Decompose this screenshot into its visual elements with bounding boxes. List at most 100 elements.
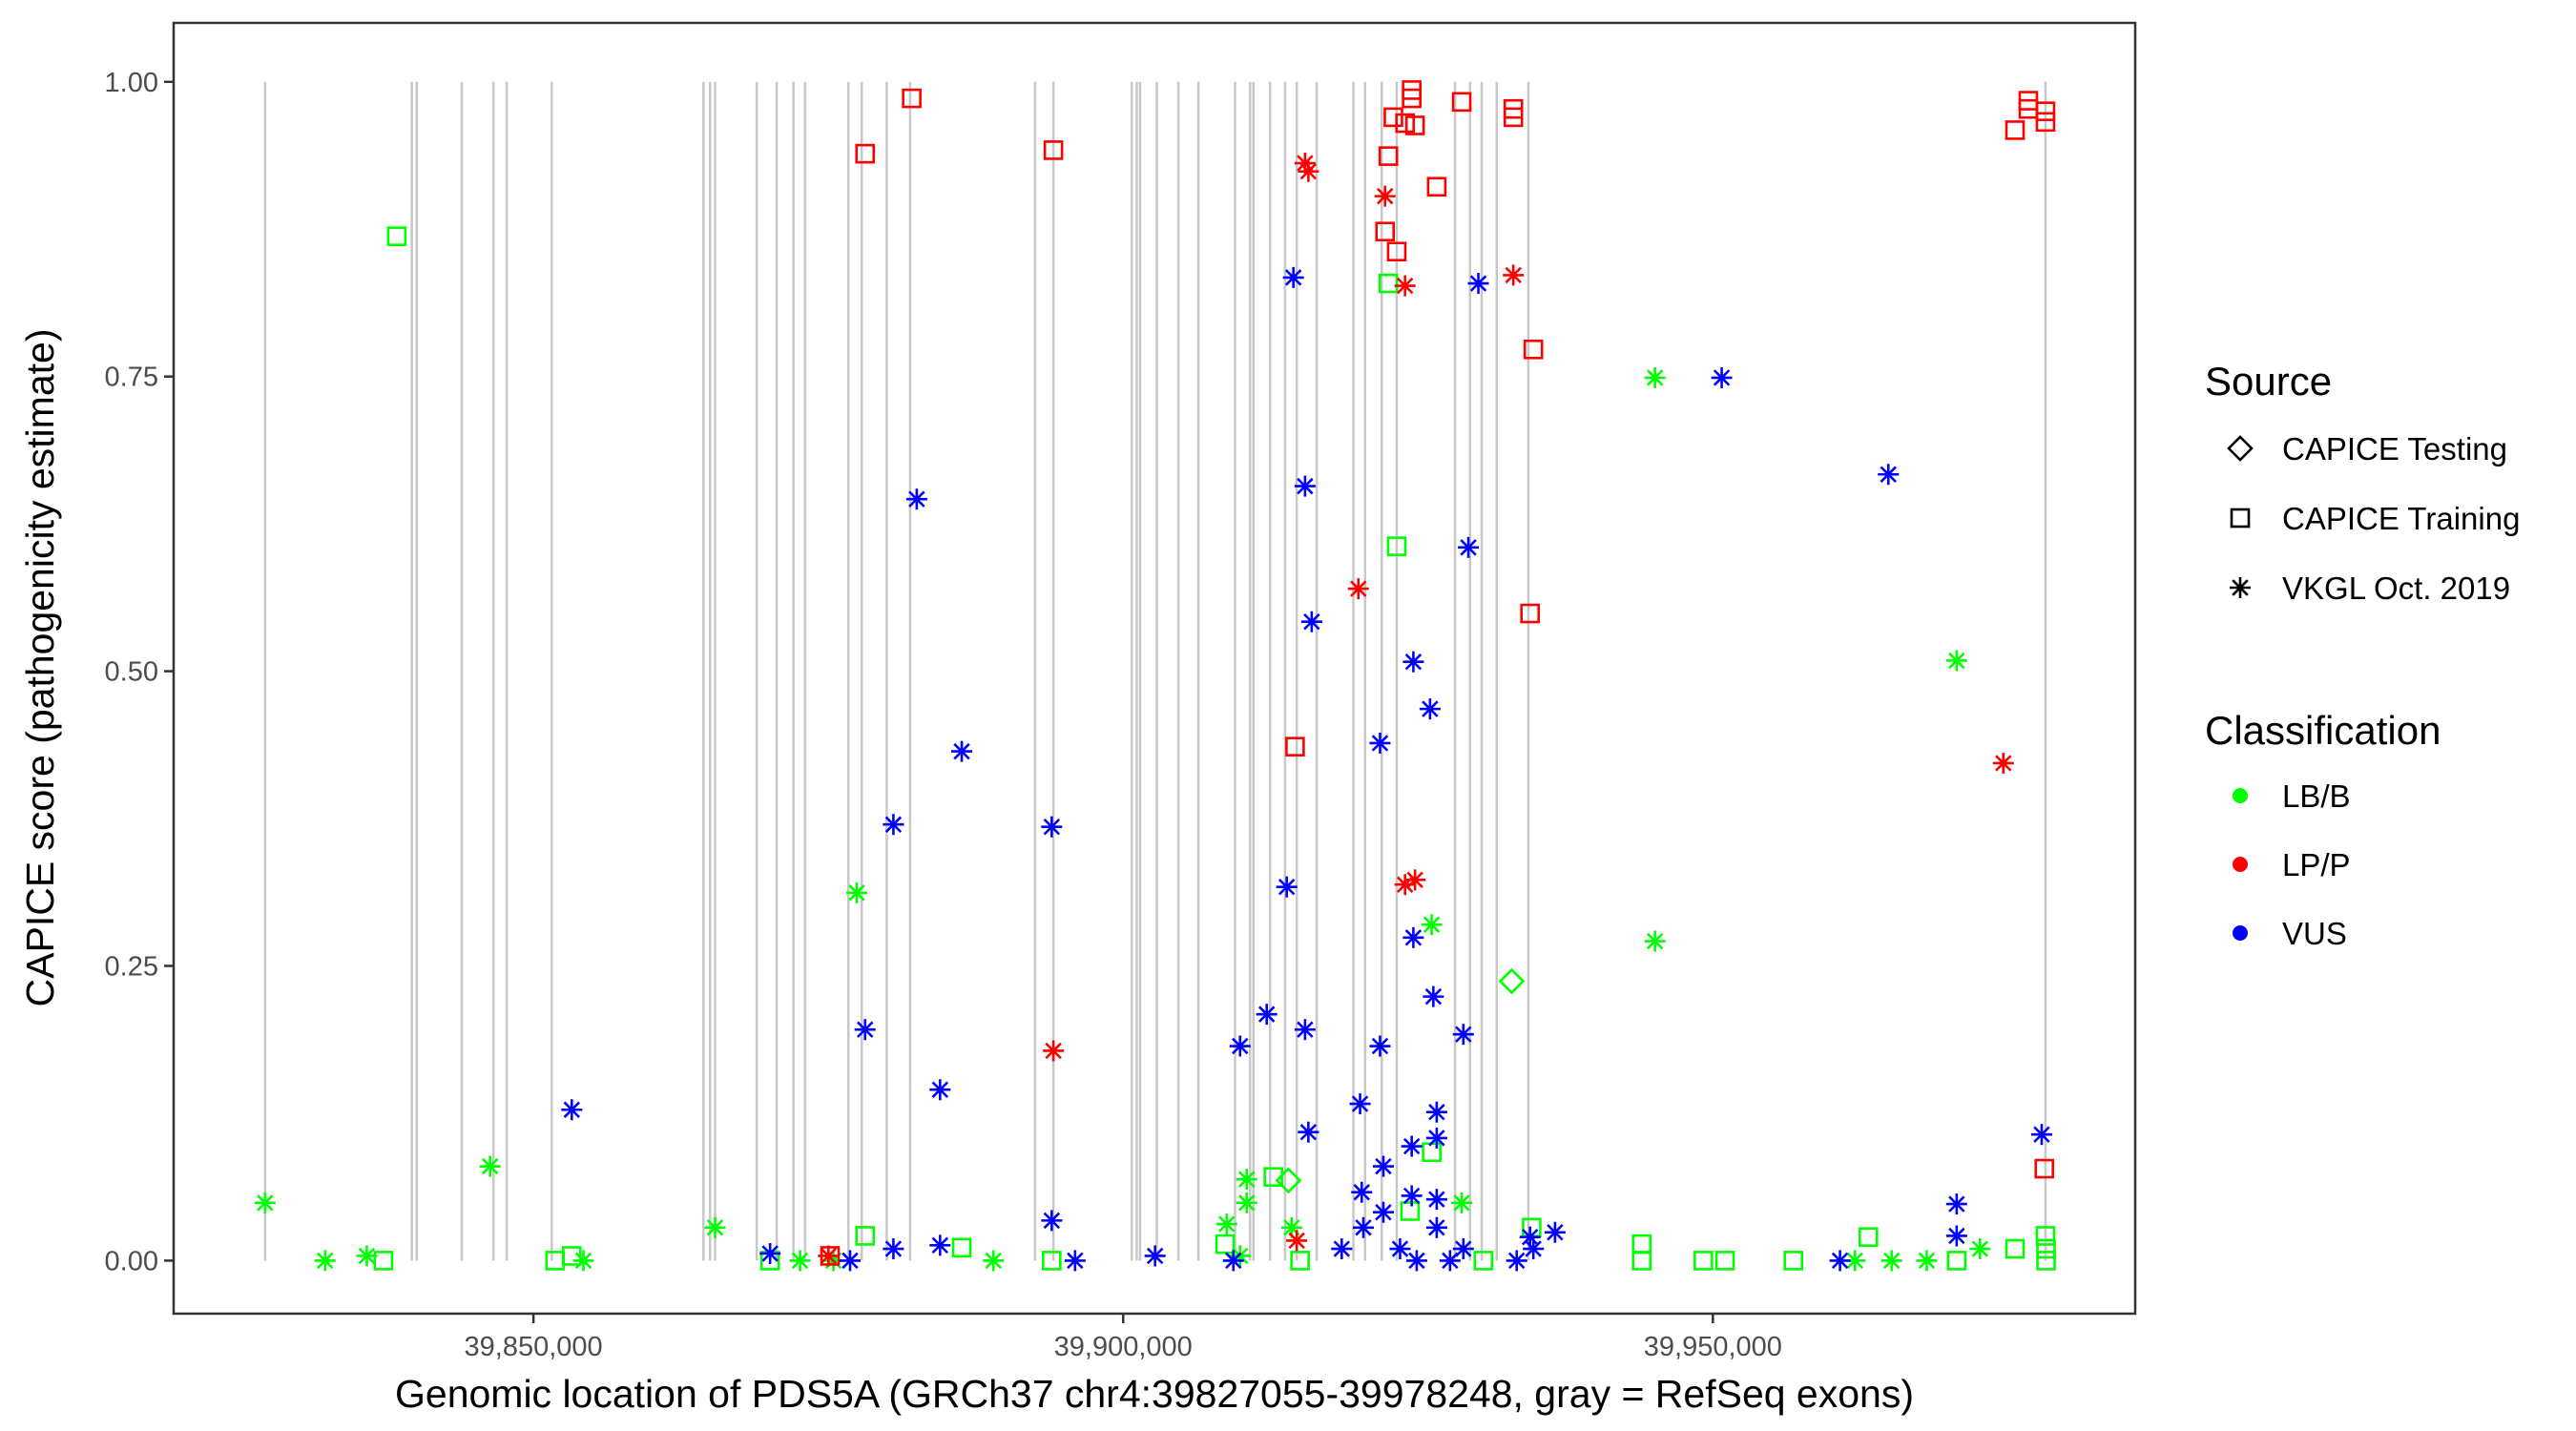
data-point-asterisk — [1829, 1250, 1851, 1272]
data-point-asterisk — [1372, 1201, 1394, 1223]
data-point-asterisk — [1452, 1024, 1474, 1046]
data-point-asterisk — [883, 1238, 904, 1260]
data-point-square — [855, 143, 876, 164]
data-point-asterisk — [1401, 1185, 1423, 1207]
data-point-diamond — [1275, 1167, 1302, 1194]
data-point-asterisk — [1425, 1216, 1447, 1238]
legend-item-classification: LP/P — [2282, 847, 2351, 882]
data-point-square — [1523, 339, 1544, 360]
data-point-asterisk — [1523, 1238, 1545, 1260]
x-axis-title: Genomic location of PDS5A (GRCh37 chr4:3… — [395, 1372, 1914, 1416]
data-point-square — [1383, 107, 1403, 128]
y-axis: 0.00 0.25 0.50 0.75 1.00 — [105, 68, 174, 1276]
data-point-square — [1520, 603, 1540, 624]
data-point-asterisk — [1294, 1019, 1316, 1041]
data-point-asterisk — [561, 1099, 583, 1121]
data-point-asterisk — [929, 1234, 951, 1256]
data-point-square — [1404, 115, 1425, 135]
data-point-asterisk — [1419, 698, 1441, 720]
data-point-asterisk — [1451, 1192, 1473, 1213]
y-tick-label: 1.00 — [105, 68, 158, 98]
data-point-asterisk — [1041, 816, 1063, 838]
data-point-asterisk — [1236, 1192, 1257, 1213]
data-point-asterisk — [1644, 366, 1666, 388]
data-point-asterisk — [929, 1079, 951, 1101]
data-point-asterisk — [1374, 185, 1396, 207]
y-tick-label: 0.75 — [105, 363, 158, 393]
data-point-asterisk — [1041, 1210, 1063, 1232]
data-point-asterisk — [254, 1192, 276, 1213]
data-point-square — [1451, 92, 1472, 113]
data-point-square — [1290, 1251, 1310, 1271]
data-point-asterisk — [1969, 1238, 1991, 1260]
data-point-asterisk — [1644, 930, 1666, 952]
data-point-asterisk — [1467, 273, 1489, 295]
data-point-asterisk — [572, 1250, 594, 1272]
data-point-asterisk — [1222, 1250, 1244, 1272]
data-point-asterisk — [704, 1216, 726, 1238]
data-point-asterisk — [1503, 264, 1525, 286]
data-point-square — [2036, 1251, 2056, 1271]
data-point-asterisk — [1945, 1225, 1967, 1247]
data-point-asterisk — [1506, 1250, 1527, 1272]
legend-item-source: VKGL Oct. 2019 — [2282, 570, 2510, 606]
data-point-asterisk — [1215, 1213, 1237, 1235]
data-point-asterisk — [1298, 1121, 1319, 1143]
data-point-asterisk — [1425, 1101, 1447, 1123]
data-point-asterisk — [1404, 869, 1426, 891]
data-point-asterisk — [1992, 752, 2014, 774]
data-point-square — [1285, 736, 1305, 757]
data-point-asterisk — [905, 488, 927, 510]
data-point-asterisk — [1349, 1093, 1371, 1115]
data-point-square — [373, 1251, 394, 1271]
legend-key-diamond-icon — [2227, 435, 2254, 462]
data-point-asterisk — [1945, 1193, 1967, 1215]
data-point-square — [2034, 1158, 2055, 1179]
data-point-square — [2005, 120, 2025, 140]
data-point-asterisk — [1236, 1169, 1257, 1191]
data-point-square — [1714, 1251, 1735, 1271]
data-point-square — [1783, 1251, 1803, 1271]
data-point-square — [2036, 1238, 2056, 1259]
data-point-square — [1426, 176, 1447, 197]
data-point-asterisk — [789, 1250, 811, 1272]
legend-key-asterisk-icon — [2230, 577, 2251, 598]
data-point-asterisk — [1878, 464, 1900, 486]
data-point-square — [1378, 273, 1399, 294]
x-tick-label: 39,950,000 — [1644, 1332, 1782, 1362]
data-point-asterisk — [1425, 1127, 1447, 1149]
data-point-asterisk — [1294, 475, 1316, 497]
data-point-asterisk — [1369, 732, 1391, 754]
data-point-square — [1375, 221, 1396, 242]
data-point-asterisk — [314, 1250, 336, 1272]
data-point-square — [1631, 1251, 1652, 1271]
data-point-asterisk — [1458, 536, 1480, 558]
data-point-asterisk — [818, 1245, 840, 1267]
data-point-square — [1386, 536, 1407, 556]
data-point-square — [1858, 1227, 1879, 1247]
legend-key-dot-icon — [2233, 788, 2248, 803]
y-tick-label: 0.50 — [105, 657, 158, 688]
data-point-asterisk — [883, 814, 904, 836]
legend-item-classification: VUS — [2282, 916, 2347, 951]
data-point-asterisk — [1394, 275, 1416, 297]
data-point-asterisk — [1439, 1250, 1461, 1272]
data-point-square — [2035, 112, 2056, 133]
data-point-asterisk — [1144, 1245, 1166, 1267]
legend: Source Classification CAPICE Testing CAPI… — [2205, 359, 2520, 951]
exon-lines — [263, 81, 2047, 1261]
data-point-square — [1042, 1251, 1062, 1271]
data-point-asterisk — [951, 740, 973, 762]
data-point-asterisk — [983, 1250, 1005, 1272]
data-point-asterisk — [1286, 1230, 1308, 1252]
legend-item-classification: LB/B — [2282, 778, 2351, 814]
y-tick-label: 0.25 — [105, 951, 158, 982]
data-point-asterisk — [1519, 1226, 1541, 1248]
data-point-asterisk — [1402, 651, 1424, 673]
legend-item-source: CAPICE Testing — [2282, 431, 2507, 467]
y-tick-label: 0.00 — [105, 1246, 158, 1276]
data-point-asterisk — [1421, 914, 1443, 936]
data-point-asterisk — [2030, 1124, 2052, 1146]
